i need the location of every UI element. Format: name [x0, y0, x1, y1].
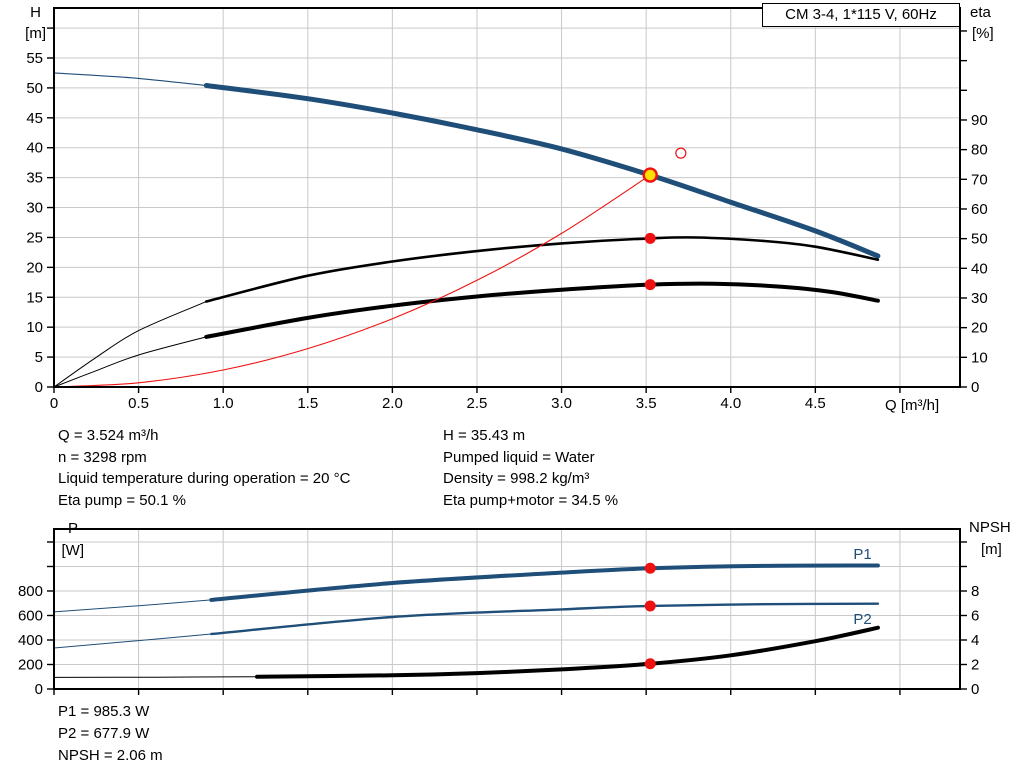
x-tick-label: 0	[50, 395, 58, 412]
p2-curve	[210, 602, 880, 636]
p2-dot	[644, 600, 656, 612]
x-tick-label: 4.5	[805, 395, 826, 412]
left-axis-tick-label: 45	[26, 110, 43, 127]
p1-curve-label: P1	[853, 546, 872, 563]
duty-point	[642, 167, 658, 183]
p1-dot	[644, 562, 656, 574]
plot-frame	[53, 7, 961, 388]
p-axis-title: P	[67, 520, 78, 537]
right-axis-tick-label: 70	[971, 171, 988, 188]
x-tick-label: 4.0	[720, 395, 741, 412]
eta-pump-motor-curve	[204, 281, 880, 339]
h-axis-unit: [m]	[25, 25, 46, 42]
eta-pump-dot	[644, 232, 656, 244]
eta-pump-motor-curve-low	[53, 336, 207, 388]
eta-pump-curve-low	[53, 301, 207, 388]
right-axis-tick-label: 0	[971, 681, 979, 698]
right-axis-tick-label: 20	[971, 320, 988, 337]
annotation-speed: n = 3298 rpm	[58, 449, 147, 466]
left-axis-tick-label: 0	[35, 379, 43, 396]
eta-pump-curve	[204, 235, 880, 303]
right-axis-tick-label: 80	[971, 142, 988, 159]
h-axis-title: H	[30, 4, 41, 21]
plot-frame	[53, 528, 961, 690]
p1-curve-low	[53, 599, 212, 613]
rated-point	[675, 147, 687, 159]
left-axis-tick-label: 800	[18, 583, 43, 600]
pump-curve-low	[53, 72, 207, 87]
p-axis-unit: [W]	[61, 542, 85, 559]
right-axis-tick-label: 0	[971, 379, 979, 396]
annotation-p1: P1 = 985.3 W	[58, 703, 150, 720]
system-curve	[53, 174, 651, 388]
annotation-npsh: NPSH = 2.06 m	[58, 747, 163, 764]
annotation-q: Q = 3.524 m³/h	[58, 427, 159, 444]
eta-pump-motor-dot	[644, 279, 656, 291]
right-axis-tick-label: 50	[971, 231, 988, 248]
p2-curve-label: P2	[853, 611, 872, 628]
left-axis-tick-label: 15	[26, 289, 43, 306]
right-axis-tick-label: 10	[971, 349, 988, 366]
right-axis-tick-label: 30	[971, 290, 988, 307]
npsh-dot	[644, 658, 656, 670]
left-axis-tick-label: 30	[26, 200, 43, 217]
right-axis-tick-label: 90	[971, 112, 988, 129]
npsh-curve-low	[53, 676, 258, 678]
annotation-eta-pump: Eta pump = 50.1 %	[58, 492, 186, 509]
left-axis-tick-label: 10	[26, 319, 43, 336]
q-axis-label: Q [m³/h]	[885, 397, 940, 414]
x-tick-label: 3.0	[551, 395, 572, 412]
annotation-eta-pump-motor: Eta pump+motor = 34.5 %	[443, 492, 619, 509]
left-axis-tick-label: 25	[26, 229, 43, 246]
annotation-h: H = 35.43 m	[443, 427, 526, 444]
left-axis-tick-label: 20	[26, 259, 43, 276]
right-axis-tick-label: 4	[971, 632, 979, 649]
pump-title-box: CM 3-4, 1*115 V, 60Hz	[762, 3, 960, 27]
right-axis-tick-label: 60	[971, 201, 988, 218]
left-axis-tick-label: 50	[26, 80, 43, 97]
npsh-axis-title: NPSH	[969, 519, 1011, 536]
right-axis-tick-label: 2	[971, 656, 979, 673]
x-tick-label: 0.5	[128, 395, 149, 412]
left-axis-tick-label: 200	[18, 656, 43, 673]
right-axis-tick-label: 6	[971, 607, 979, 624]
p2-curve-low	[53, 633, 212, 649]
right-axis-tick-label: 40	[971, 260, 988, 277]
pump-curve	[203, 83, 881, 259]
annotation-density: Density = 998.2 kg/m³	[443, 470, 590, 487]
x-tick-label: 2.0	[382, 395, 403, 412]
left-axis-tick-label: 40	[26, 140, 43, 157]
left-axis-tick-label: 55	[26, 50, 43, 67]
x-tick-label: 3.5	[636, 395, 657, 412]
annotation-liquid-temp: Liquid temperature during operation = 20…	[58, 470, 351, 487]
p1-curve	[209, 563, 880, 602]
x-tick-label: 2.5	[467, 395, 488, 412]
left-axis-tick-label: 0	[35, 681, 43, 698]
left-axis-tick-label: 600	[18, 607, 43, 624]
x-tick-label: 1.5	[297, 395, 318, 412]
left-axis-tick-label: 5	[35, 349, 43, 366]
eta-axis-unit: [%]	[972, 25, 994, 42]
annotation-pumped-liquid: Pumped liquid = Water	[443, 449, 595, 466]
annotation-p2: P2 = 677.9 W	[58, 725, 150, 742]
x-tick-label: 1.0	[213, 395, 234, 412]
eta-axis-title: eta	[970, 4, 991, 21]
npsh-curve	[255, 625, 880, 679]
right-axis-tick-label: 8	[971, 583, 979, 600]
left-axis-tick-label: 400	[18, 632, 43, 649]
left-axis-tick-label: 35	[26, 170, 43, 187]
npsh-axis-unit: [m]	[981, 541, 1002, 558]
